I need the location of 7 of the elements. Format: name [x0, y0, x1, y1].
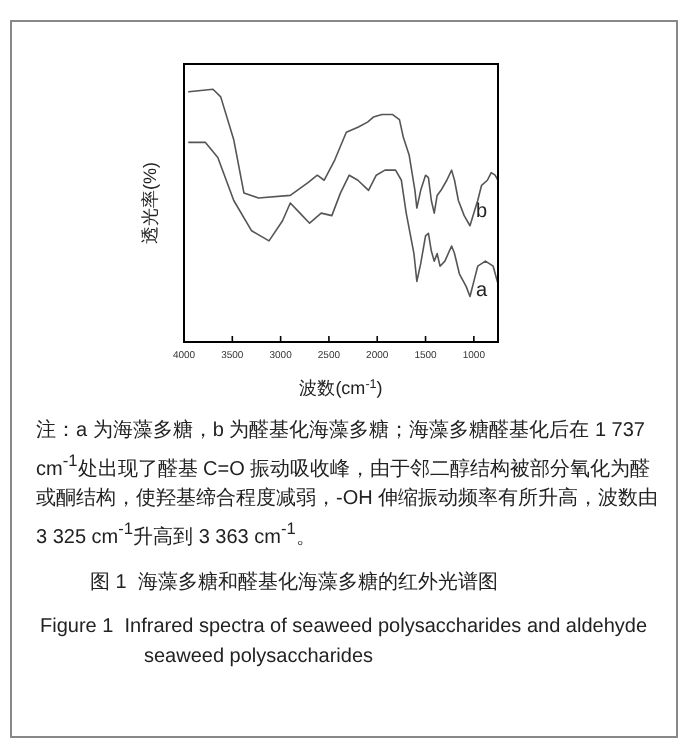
- text: Figure 1 Infrared spectra of seaweed polysaccharides and aldehyde seaweed polysaccharides: [40, 614, 650, 672]
- text: 图 1 海藻多糖和醛基化海藻多糖的红外光谱图: [90, 569, 500, 598]
- series-label: a: [476, 279, 489, 302]
- y-axis-title: 透光率(%): [140, 162, 160, 244]
- series-label: b: [476, 201, 489, 224]
- x-axis-title: 波数(cm$^{-1}$): [299, 377, 383, 398]
- text: 注：a 为海藻多糖，b 为醛基化海藻多糖；海藻多糖醛基化后在 1 737 cm$^{-1}$处出现了醛基 C=O 振动吸收峰，由于邻二醇结构被部分氧化为醛或酮结构，使羟基缔合程度减弱，-OH 伸缩振动频率有所升高，波数由 3 325 cm$^{-1}$升高到 3 363 cm$^{-1}$。: [36, 420, 659, 550]
